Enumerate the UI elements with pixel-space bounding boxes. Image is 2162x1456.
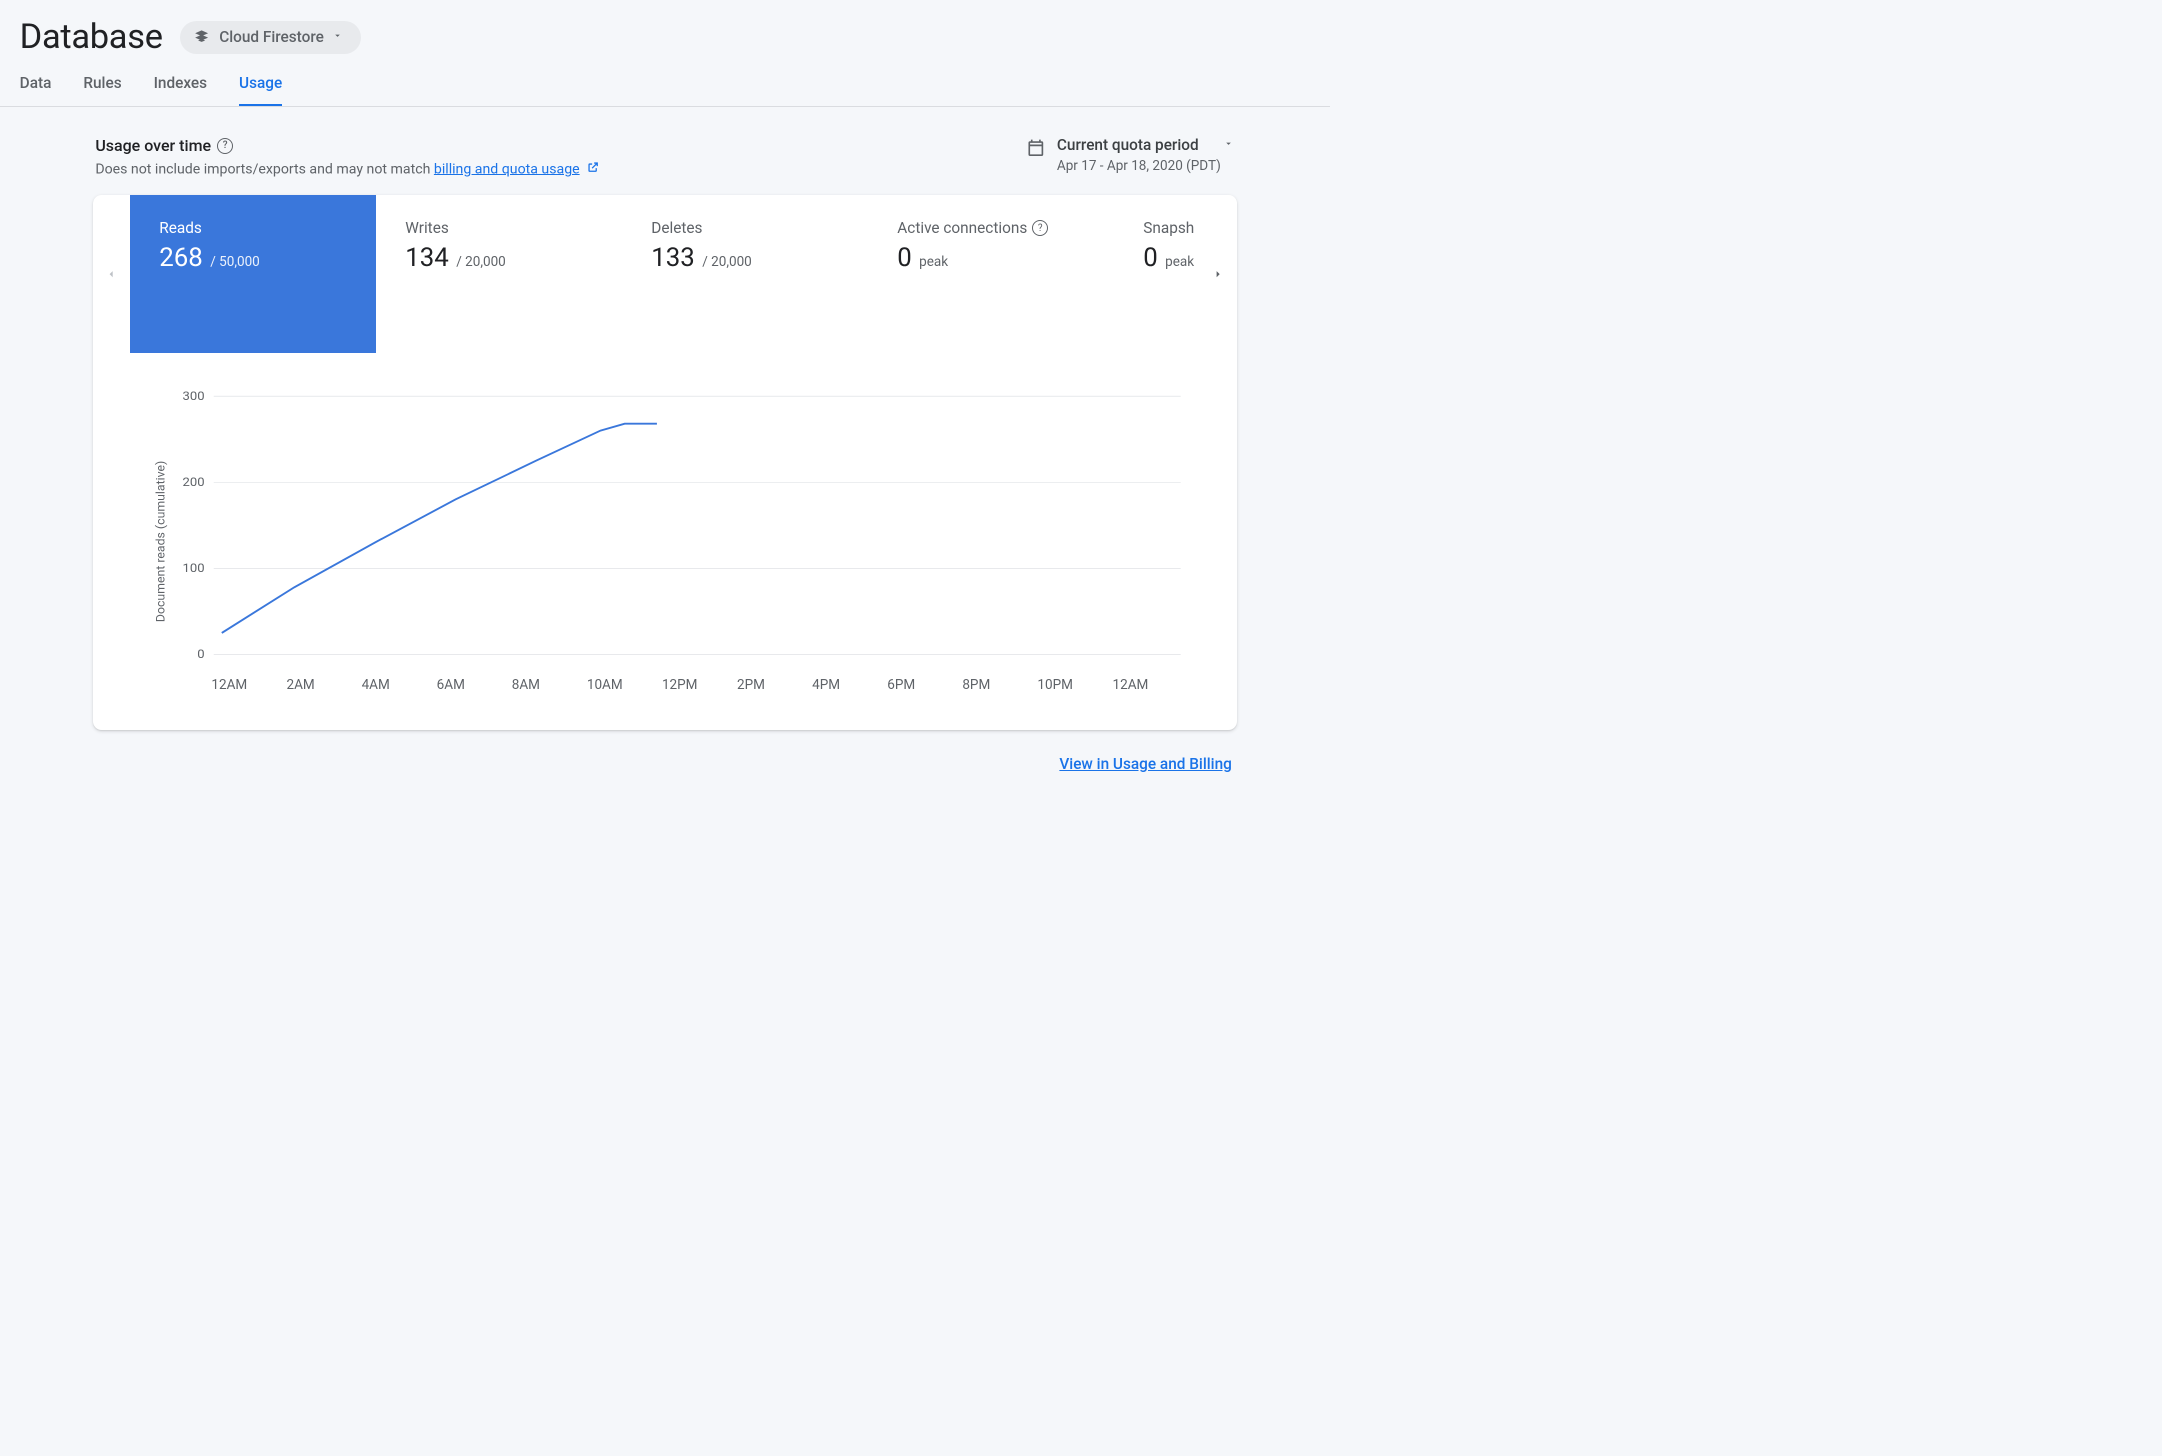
metric-value-row: 134 / 20,000: [405, 243, 597, 273]
title-row: Database Cloud Firestore: [20, 17, 1310, 57]
chart-x-tick: 2AM: [286, 677, 361, 693]
tab-data[interactable]: Data: [20, 74, 52, 105]
metric-label: Writes: [405, 219, 597, 237]
usage-header: Usage over time ? Does not include impor…: [93, 136, 1237, 177]
metric-value-row: 133 / 20,000: [651, 243, 843, 273]
metric-limit: / 20,000: [456, 254, 506, 270]
billing-quota-link[interactable]: billing and quota usage: [434, 161, 580, 177]
view-usage-billing-link[interactable]: View in Usage and Billing: [1059, 755, 1231, 773]
chart-x-tick: 6AM: [437, 677, 512, 693]
metric-label: Deletes: [651, 219, 843, 237]
help-icon[interactable]: ?: [217, 138, 233, 154]
footer-link-row: View in Usage and Billing: [93, 730, 1237, 773]
database-switcher[interactable]: Cloud Firestore: [180, 21, 361, 54]
chart-area: Document reads (cumulative) 0 100 200 300 1…: [93, 353, 1237, 730]
metric-value: 134: [405, 243, 449, 273]
section-title-row: Usage over time ?: [95, 136, 599, 155]
metric-limit: peak: [1165, 254, 1194, 270]
section-title: Usage over time: [95, 136, 211, 155]
chart-x-tick: 10PM: [1037, 677, 1112, 693]
metric-label: Reads: [159, 219, 351, 237]
usage-subtitle-prefix: Does not include imports/exports and may…: [95, 161, 434, 177]
period-block[interactable]: Current quota period Apr 17 - Apr 18, 20…: [1057, 136, 1234, 174]
chart-x-tick: 8AM: [512, 677, 587, 693]
chart-x-tick: 12AM: [1113, 677, 1188, 693]
content: Usage over time ? Does not include impor…: [93, 107, 1237, 798]
chart-x-tick: 2PM: [737, 677, 812, 693]
svg-text:200: 200: [183, 475, 205, 490]
svg-text:0: 0: [198, 648, 205, 663]
metric-active-connections[interactable]: Active connections? 0 peak: [868, 195, 1114, 354]
metric-limit: / 50,000: [210, 254, 260, 270]
metrics-row: Reads268/ 50,000Writes134/ 20,000Deletes…: [93, 195, 1237, 354]
metric-limit: peak: [919, 254, 948, 270]
period-title-row: Current quota period: [1057, 136, 1234, 154]
external-link-icon: [587, 161, 599, 177]
usage-header-right: Current quota period Apr 17 - Apr 18, 20…: [1026, 136, 1234, 174]
chart-svg: 0 100 200 300: [168, 390, 1187, 667]
chevron-down-icon: [332, 30, 343, 44]
svg-text:100: 100: [183, 562, 205, 577]
page-header: Database Cloud Firestore Data Rules Inde…: [0, 0, 1330, 107]
tab-rules[interactable]: Rules: [83, 74, 121, 105]
metric-writes[interactable]: Writes 134 / 20,000: [376, 195, 622, 354]
metrics-prev-button[interactable]: [93, 195, 130, 354]
metric-deletes[interactable]: Deletes 133 / 20,000: [622, 195, 868, 354]
metric-value: 0: [897, 243, 912, 273]
chart-x-axis: 12AM2AM4AM6AM8AM10AM12PM2PM4PM6PM8PM10PM…: [168, 677, 1187, 693]
chart-x-tick: 12PM: [662, 677, 737, 693]
metrics-next-button[interactable]: [1200, 195, 1237, 354]
chart-x-tick: 4AM: [362, 677, 437, 693]
page-title: Database: [20, 17, 163, 57]
help-icon[interactable]: ?: [1032, 220, 1048, 236]
database-switcher-label: Cloud Firestore: [219, 28, 324, 46]
chart-x-tick: 6PM: [887, 677, 962, 693]
metric-value-row: 0 peak: [897, 243, 1089, 273]
svg-text:300: 300: [183, 390, 205, 404]
chart-x-tick: 12AM: [211, 677, 286, 693]
firestore-icon: [192, 28, 210, 46]
metrics-scroll: Reads268/ 50,000Writes134/ 20,000Deletes…: [130, 195, 1237, 354]
metric-reads[interactable]: Reads 268 / 50,000: [130, 195, 376, 354]
tab-indexes[interactable]: Indexes: [154, 74, 208, 105]
chart-wrapper: Document reads (cumulative) 0 100 200 300 1…: [142, 390, 1188, 693]
chart-x-tick: 4PM: [812, 677, 887, 693]
chart-y-axis-label: Document reads (cumulative): [142, 390, 168, 693]
period-range: Apr 17 - Apr 18, 2020 (PDT): [1057, 158, 1234, 174]
usage-header-left: Usage over time ? Does not include impor…: [95, 136, 599, 177]
usage-subtitle: Does not include imports/exports and may…: [95, 161, 599, 177]
period-title: Current quota period: [1057, 136, 1199, 154]
chevron-down-icon: [1223, 138, 1234, 152]
metric-value: 0: [1143, 243, 1158, 273]
chart-x-tick: 8PM: [962, 677, 1037, 693]
chart-x-tick: 10AM: [587, 677, 662, 693]
usage-card: Reads268/ 50,000Writes134/ 20,000Deletes…: [93, 195, 1237, 731]
tab-usage[interactable]: Usage: [239, 74, 282, 105]
metric-label: Active connections?: [897, 219, 1089, 237]
metric-value: 133: [651, 243, 695, 273]
calendar-icon: [1026, 138, 1046, 161]
chart-main: 0100200300 12AM2AM4AM6AM8AM10AM12PM2PM4P…: [168, 390, 1187, 693]
tabs: Data Rules Indexes Usage: [20, 74, 1310, 105]
metric-limit: / 20,000: [702, 254, 752, 270]
metric-value: 268: [159, 243, 203, 273]
metric-value-row: 268 / 50,000: [159, 243, 351, 273]
